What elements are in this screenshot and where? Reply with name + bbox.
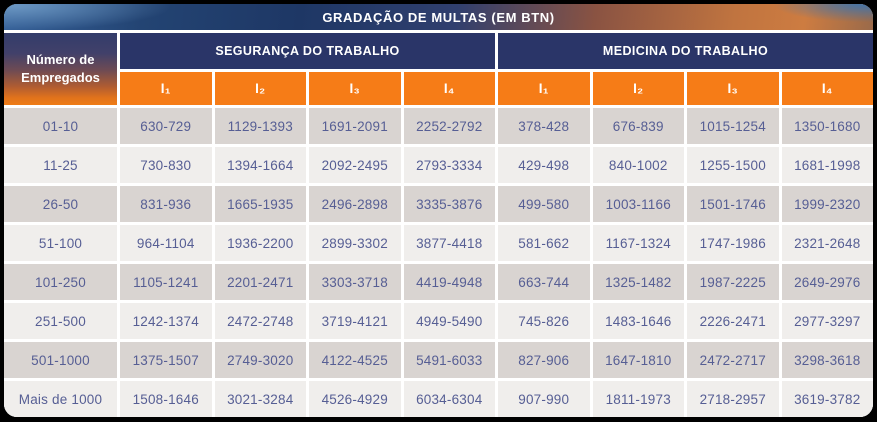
value-cell: 3877-4418 <box>403 225 495 261</box>
value-cell: 1665-1935 <box>214 186 306 222</box>
sub-header-i1-seguranca: I₁ <box>120 72 212 105</box>
sub-header-i1-medicina: I₁ <box>498 72 590 105</box>
value-cell: 1999-2320 <box>781 186 873 222</box>
value-cell: 3298-3618 <box>781 342 873 378</box>
value-cell: 1987-2225 <box>687 264 779 300</box>
value-cell: 1483-1646 <box>592 303 684 339</box>
value-cell: 2472-2717 <box>687 342 779 378</box>
value-cell: 2201-2471 <box>214 264 306 300</box>
value-cell: 1129-1393 <box>214 108 306 144</box>
value-cell: 378-428 <box>498 108 590 144</box>
sub-header-i3-seguranca: I₃ <box>309 72 401 105</box>
value-cell: 2718-2957 <box>687 381 779 417</box>
employees-cell: 501-1000 <box>4 342 117 378</box>
value-cell: 2472-2748 <box>214 303 306 339</box>
value-cell: 1508-1646 <box>120 381 212 417</box>
value-cell: 1375-1507 <box>120 342 212 378</box>
value-cell: 4949-5490 <box>403 303 495 339</box>
employees-cell: 01-10 <box>4 108 117 144</box>
value-cell: 3719-4121 <box>309 303 401 339</box>
table-title-bar: GRADAÇÃO DE MULTAS (EM BTN) <box>4 4 873 33</box>
value-cell: 907-990 <box>498 381 590 417</box>
employees-cell: 11-25 <box>4 147 117 183</box>
value-cell: 1255-1500 <box>687 147 779 183</box>
value-cell: 831-936 <box>120 186 212 222</box>
value-cell: 1936-2200 <box>214 225 306 261</box>
value-cell: 6034-6304 <box>403 381 495 417</box>
fines-table: Número de Empregados SEGURANÇA DO TRABAL… <box>4 33 873 417</box>
sub-header-i2-seguranca: I₂ <box>214 72 306 105</box>
value-cell: 3335-3876 <box>403 186 495 222</box>
employees-cell: Mais de 1000 <box>4 381 117 417</box>
value-cell: 4122-4525 <box>309 342 401 378</box>
value-cell: 840-1002 <box>592 147 684 183</box>
sub-header-i4-medicina: I₄ <box>781 72 873 105</box>
value-cell: 499-580 <box>498 186 590 222</box>
fines-table-card: GRADAÇÃO DE MULTAS (EM BTN) Número de Em… <box>4 4 873 417</box>
value-cell: 581-662 <box>498 225 590 261</box>
value-cell: 745-826 <box>498 303 590 339</box>
value-cell: 1691-2091 <box>309 108 401 144</box>
sub-header-i4-seguranca: I₄ <box>403 72 495 105</box>
value-cell: 2649-2976 <box>781 264 873 300</box>
employees-cell: 101-250 <box>4 264 117 300</box>
value-cell: 4526-4929 <box>309 381 401 417</box>
value-cell: 1811-1973 <box>592 381 684 417</box>
value-cell: 5491-6033 <box>403 342 495 378</box>
value-cell: 2496-2898 <box>309 186 401 222</box>
employees-cell: 251-500 <box>4 303 117 339</box>
value-cell: 1394-1664 <box>214 147 306 183</box>
value-cell: 1350-1680 <box>781 108 873 144</box>
table-title: GRADAÇÃO DE MULTAS (EM BTN) <box>322 9 555 25</box>
value-cell: 2749-3020 <box>214 342 306 378</box>
value-cell: 1681-1998 <box>781 147 873 183</box>
value-cell: 1501-1746 <box>687 186 779 222</box>
group-header-seguranca: SEGURANÇA DO TRABALHO <box>120 33 495 69</box>
value-cell: 1747-1986 <box>687 225 779 261</box>
value-cell: 4419-4948 <box>403 264 495 300</box>
value-cell: 663-744 <box>498 264 590 300</box>
value-cell: 1242-1374 <box>120 303 212 339</box>
row-header-employees: Número de Empregados <box>4 33 117 105</box>
value-cell: 2899-3302 <box>309 225 401 261</box>
value-cell: 964-1104 <box>120 225 212 261</box>
value-cell: 429-498 <box>498 147 590 183</box>
value-cell: 730-830 <box>120 147 212 183</box>
value-cell: 2092-2495 <box>309 147 401 183</box>
value-cell: 1647-1810 <box>592 342 684 378</box>
value-cell: 1167-1324 <box>592 225 684 261</box>
value-cell: 1003-1166 <box>592 186 684 222</box>
value-cell: 3021-3284 <box>214 381 306 417</box>
value-cell: 1015-1254 <box>687 108 779 144</box>
value-cell: 630-729 <box>120 108 212 144</box>
value-cell: 2226-2471 <box>687 303 779 339</box>
group-header-medicina: MEDICINA DO TRABALHO <box>498 33 873 69</box>
employees-cell: 51-100 <box>4 225 117 261</box>
value-cell: 2321-2648 <box>781 225 873 261</box>
value-cell: 2252-2792 <box>403 108 495 144</box>
value-cell: 2977-3297 <box>781 303 873 339</box>
employees-cell: 26-50 <box>4 186 117 222</box>
sub-header-i2-medicina: I₂ <box>592 72 684 105</box>
value-cell: 3619-3782 <box>781 381 873 417</box>
value-cell: 827-906 <box>498 342 590 378</box>
value-cell: 2793-3334 <box>403 147 495 183</box>
value-cell: 3303-3718 <box>309 264 401 300</box>
sub-header-i3-medicina: I₃ <box>687 72 779 105</box>
value-cell: 676-839 <box>592 108 684 144</box>
value-cell: 1105-1241 <box>120 264 212 300</box>
value-cell: 1325-1482 <box>592 264 684 300</box>
